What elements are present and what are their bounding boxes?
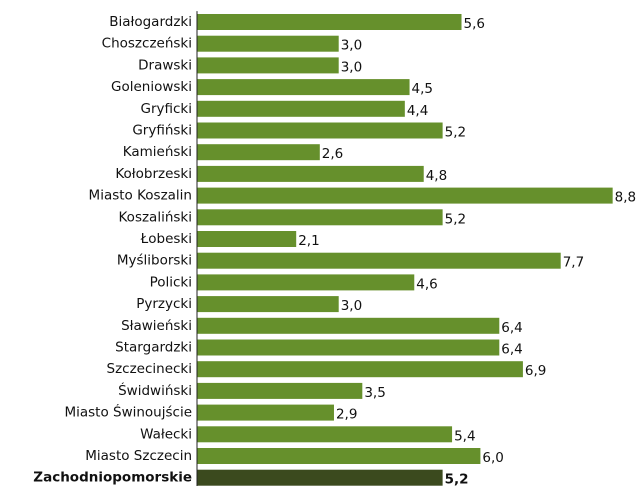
value-label: 4,5 bbox=[412, 81, 433, 97]
value-label: 5,2 bbox=[445, 472, 469, 486]
y-tick-label: Goleniowski bbox=[111, 79, 192, 95]
y-tick-label: Drawski bbox=[138, 57, 192, 73]
bar bbox=[197, 404, 334, 421]
y-tick-label: Łobeski bbox=[140, 231, 192, 247]
bar bbox=[197, 274, 415, 291]
value-label: 5,4 bbox=[454, 428, 475, 444]
y-tick-label: Świdwiński bbox=[118, 381, 192, 399]
value-label: 6,4 bbox=[501, 320, 522, 336]
y-tick-label: Białogardzki bbox=[109, 14, 192, 30]
value-label: 5,2 bbox=[445, 125, 466, 141]
value-label: 2,1 bbox=[298, 233, 319, 249]
bar bbox=[197, 361, 523, 378]
value-label: 4,6 bbox=[416, 276, 437, 292]
y-tick-label: Gryficki bbox=[141, 101, 193, 117]
y-tick-label: Miasto Koszalin bbox=[89, 188, 192, 204]
bar bbox=[197, 122, 443, 139]
y-tick-label: Policki bbox=[150, 274, 192, 290]
y-tick-label: Zachodniopomorskie bbox=[33, 470, 192, 486]
value-label: 2,6 bbox=[322, 146, 343, 162]
y-tick-label: Wałecki bbox=[140, 426, 192, 442]
bar bbox=[197, 252, 561, 269]
bar bbox=[197, 57, 339, 74]
bar bbox=[197, 317, 500, 334]
bar bbox=[197, 339, 500, 356]
bar bbox=[197, 231, 297, 247]
y-tick-label: Myśliborski bbox=[117, 253, 192, 269]
value-label: 5,2 bbox=[445, 211, 466, 227]
value-label: 6,9 bbox=[525, 363, 546, 379]
bar bbox=[197, 79, 410, 96]
bar bbox=[197, 426, 453, 443]
value-label: 2,9 bbox=[336, 407, 357, 423]
value-label: 7,7 bbox=[563, 255, 584, 271]
y-tick-label: Stargardzki bbox=[115, 340, 192, 356]
value-label: 3,0 bbox=[341, 59, 362, 75]
value-label: 6,4 bbox=[501, 342, 522, 358]
y-tick-label: Choszczeński bbox=[102, 36, 192, 52]
bar bbox=[197, 469, 443, 486]
value-label: 3,0 bbox=[341, 38, 362, 54]
value-label: 3,5 bbox=[364, 385, 385, 401]
value-label: 6,0 bbox=[482, 450, 503, 466]
bar bbox=[197, 165, 424, 182]
y-tick-label: Gryfiński bbox=[132, 123, 192, 139]
y-tick-label: Kamieński bbox=[123, 144, 192, 160]
y-tick-label: Miasto Szczecin bbox=[85, 448, 192, 464]
value-label: 8,8 bbox=[615, 190, 636, 206]
value-label: 4,4 bbox=[407, 103, 428, 119]
bar bbox=[197, 209, 443, 226]
value-label: 4,8 bbox=[426, 168, 447, 184]
bar bbox=[197, 187, 613, 204]
value-label: 3,0 bbox=[341, 298, 362, 314]
bar bbox=[197, 144, 320, 161]
y-tick-label: Pyrzycki bbox=[136, 296, 192, 312]
y-tick-label: Koszaliński bbox=[119, 209, 193, 225]
bar bbox=[197, 382, 363, 399]
y-tick-label: Kołobrzeski bbox=[115, 166, 192, 182]
y-tick-label: Szczecinecki bbox=[107, 361, 193, 377]
bar bbox=[197, 448, 481, 464]
bar bbox=[197, 296, 339, 313]
bar bbox=[197, 35, 339, 52]
y-tick-label: Miasto Świnoujście bbox=[64, 403, 192, 421]
value-label: 5,6 bbox=[464, 16, 485, 32]
bar bbox=[197, 14, 462, 30]
bar bbox=[197, 100, 405, 117]
y-tick-label: Sławieński bbox=[121, 318, 192, 334]
